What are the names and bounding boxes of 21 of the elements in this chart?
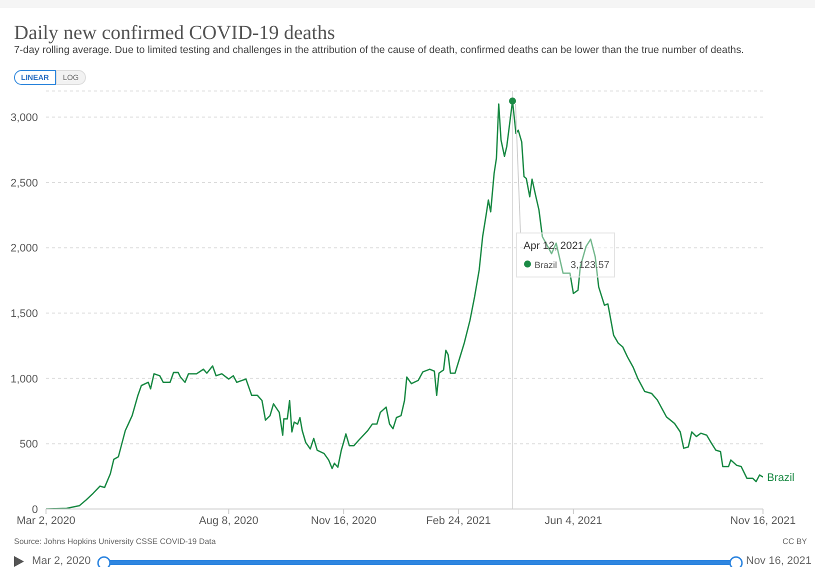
legend-label: Brazil xyxy=(534,260,558,270)
source-note: Source: Johns Hopkins University CSSE COVID-19 Data xyxy=(14,537,216,546)
x-tick-label: Aug 8, 2020 xyxy=(199,514,258,527)
y-tick-label: 3,000 xyxy=(10,112,38,124)
x-tick-label: Mar 2, 2020 xyxy=(16,514,76,527)
text: CC BY xyxy=(782,537,807,546)
chart-subtitle: 7-day rolling average. Due to limited testing and challenges in the attribution of the cause of death, confirmed deaths can be lower than the true number of deaths. xyxy=(14,45,744,56)
text: Nov 16, 2021 xyxy=(746,555,812,567)
chart-title: Daily new confirmed COVID-19 deaths xyxy=(14,22,336,45)
x-tick-label: Feb 24, 2021 xyxy=(426,514,491,527)
y-tick-label: 1,500 xyxy=(10,308,38,320)
y-tick-label: 500 xyxy=(20,438,38,451)
y-tick-label: 1,000 xyxy=(10,373,38,386)
y-tick-label: 2,500 xyxy=(10,177,38,190)
x-tick-label: Jun 4, 2021 xyxy=(544,514,602,527)
y-tick-label: 2,000 xyxy=(10,242,38,255)
x-tick-label: Nov 16, 2021 xyxy=(730,514,796,527)
text: Mar 2, 2020 xyxy=(32,555,91,567)
text: Brazil xyxy=(767,472,795,484)
y-tick-label: 0 xyxy=(32,504,38,516)
x-tick-label: Nov 16, 2020 xyxy=(310,514,376,527)
